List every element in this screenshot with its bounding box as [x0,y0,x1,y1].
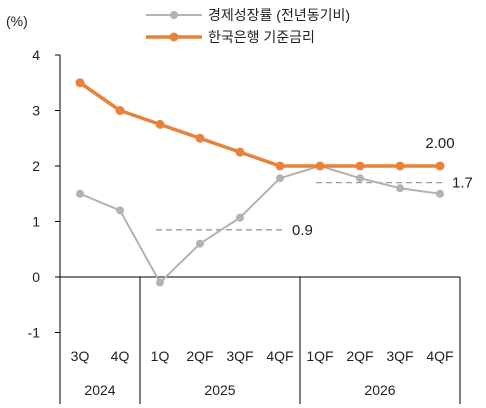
y-tick-label: 2 [32,158,40,174]
series-point [276,174,284,183]
series-line [79,81,440,168]
series-point [275,161,285,171]
series-point [236,213,244,222]
series-point [195,133,205,143]
series-point [75,78,85,88]
y-tick-label: 4 [32,47,40,63]
x-group-label: 2026 [364,382,395,398]
x-tick-label: 3QF [226,348,253,364]
series-point [396,184,404,193]
series-point [355,161,365,171]
end-value-label: 2.00 [425,135,454,152]
x-tick-label: 1Q [151,348,170,364]
reference-line-label: 1.7 [452,175,473,192]
y-axis: 4 3 2 1 0 -1 [28,47,61,341]
x-tick-label: 4QF [266,348,293,364]
series-point [76,189,84,198]
y-tick-label: 3 [32,103,40,119]
reference-lines: 0.9 1.7 [156,175,473,239]
series-point [156,278,164,287]
legend-swatch-marker [169,32,179,42]
legend-label: 한국은행 기준금리 [208,29,315,45]
x-tick-label: 2QF [346,348,373,364]
series-point [435,161,445,171]
legend: 경제성장률 (전년동기비) 한국은행 기준금리 [146,7,350,45]
series-point [395,161,405,171]
series-point [115,106,125,115]
x-tick-label: 4QF [426,348,453,364]
series-point [436,189,444,198]
legend-label: 경제성장률 (전년동기비) [208,7,350,23]
x-group-label: 2024 [84,382,115,398]
y-tick-label: 0 [32,269,40,285]
series-point [315,161,325,171]
x-tick-label: 3QF [386,348,413,364]
y-tick-label: 1 [32,214,40,230]
series-point [356,174,364,183]
y-unit-label: (%) [6,13,28,29]
x-tick-label: 2QF [186,348,213,364]
series-point [235,147,245,157]
y-tick-label: -1 [28,325,41,341]
x-tick-label: 3Q [71,348,90,364]
series-group [75,78,445,287]
x-group-label: 2025 [204,382,235,398]
series-point [155,119,165,129]
series-point [116,206,124,215]
x-axis: 3Q 4Q 1Q 2QF 3QF 4QF 1QF 2QF 3QF 4QF 2024 2025 2026 [59,276,461,404]
series-line [79,165,441,284]
x-tick-label: 4Q [111,348,130,364]
reference-line-label: 0.9 [292,222,313,239]
legend-swatch-marker [170,11,178,19]
x-tick-label: 1QF [306,348,333,364]
series-point [196,239,204,248]
